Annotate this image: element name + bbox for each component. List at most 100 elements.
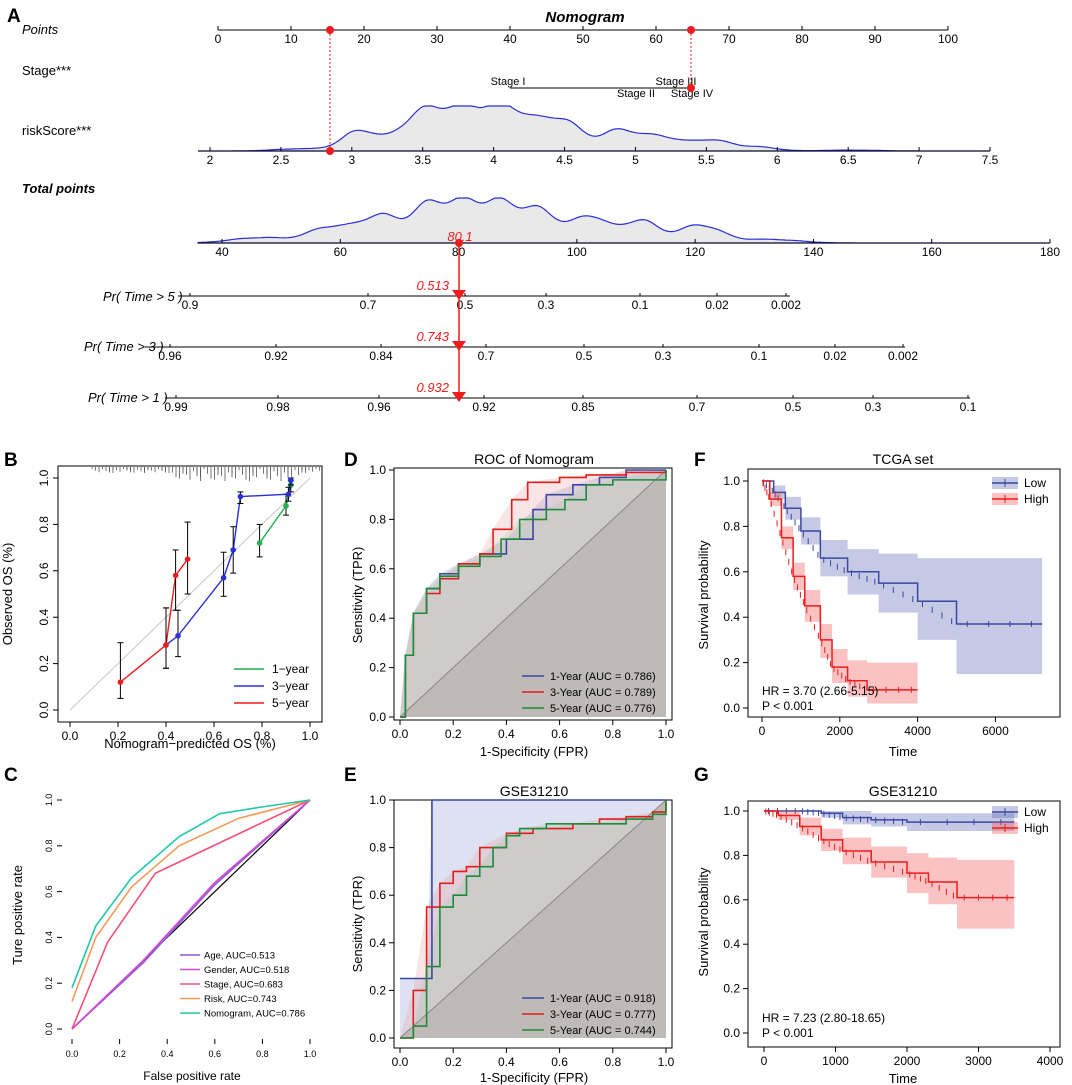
roc-clinical-legend-label: Risk, AUC=0.743 [204, 994, 277, 1005]
roc-clinical-curve [71, 799, 311, 1030]
riskscore-tick-label: 4.5 [556, 153, 573, 167]
points-tick-label: 20 [357, 32, 371, 46]
pr5-ticks: 0.9 0.7 0.5 0.3 0.1 0.02 0.002 [182, 293, 801, 312]
km-tcga-p: P < 0.001 [762, 699, 814, 713]
km-tcga-xtick-label: 2000 [826, 724, 853, 738]
roc-clinical-legend-label: Stage, AUC=0.683 [204, 980, 283, 991]
calibration-rug [91, 467, 320, 481]
calibration-xtick-label: 0.6 [206, 729, 223, 743]
calibration-point [184, 556, 191, 562]
calibration-ytick-label: 0.4 [37, 609, 51, 626]
pr5-tick-label: 0.7 [360, 298, 377, 312]
roc-clinical-ytick-label: 0.2 [44, 977, 54, 990]
stage-label: Stage*** [22, 63, 71, 78]
pr1-tick-label: 0.98 [266, 400, 290, 414]
roc-gse-xlabel: 1-Specificity (FPR) [480, 1070, 588, 1085]
pr5-label: Pr( Time > 5 ) [103, 289, 183, 304]
roc-gse-curves [399, 799, 667, 1039]
roc-nomogram-ytick-label: 0.8 [369, 512, 386, 526]
roc-gse-ytick-label: 0.6 [369, 888, 386, 902]
roc-nomogram-title: ROC of Nomogram [474, 451, 594, 467]
calibration-point [172, 572, 179, 579]
km-tcga-hr: HR = 3.70 (2.66-5.15) [762, 684, 878, 698]
km-gse-legend-label: High [1024, 821, 1049, 835]
roc-nomogram-ylabel: Sensitivity (TPR) [350, 547, 365, 644]
riskscore-label: riskScore*** [22, 123, 91, 138]
roc-clinical-curves [71, 799, 311, 1030]
km-gse-ytick-label: 0.8 [723, 848, 740, 862]
pr1-tick-label: 0.3 [865, 400, 882, 414]
roc-nomogram-legend-label: 3-Year (AUC = 0.789) [550, 687, 656, 699]
points-tick-label: 0 [215, 32, 222, 46]
km-tcga-xtick-label: 6000 [982, 724, 1009, 738]
km-gse-ci-band-low [764, 811, 1015, 834]
km-gse-xtick-label: 0 [761, 1054, 768, 1068]
roc-clinical-xlabel: False positive rate [143, 1069, 241, 1083]
calibration-xlabel: Nomogram−predicted OS (%) [104, 736, 276, 751]
roc-clinical-legend: Age, AUC=0.513 Gender, AUC=0.518 Stage, AU… [180, 951, 305, 1020]
pr1-ticks: 0.99 0.98 0.96 0.92 0.85 0.7 0.5 0.3 0.1 [164, 395, 977, 414]
roc-gse-diagonal [399, 799, 667, 1039]
total-points-density [197, 197, 1050, 244]
pr1-marker [452, 392, 466, 402]
total-points-label: Total points [22, 181, 95, 196]
riskscore-tick-label: 5.5 [698, 153, 715, 167]
km-gse-hr: HR = 7.23 (2.80-18.65) [762, 1011, 885, 1025]
calibration-xtick-label: 0.4 [158, 729, 175, 743]
points-tick-label: 70 [722, 32, 736, 46]
legend-1-year: 1−year [272, 662, 309, 676]
km-gse-ytick-label: 0.6 [723, 893, 740, 907]
roc-clinical-xtick-label: 0.8 [256, 1049, 269, 1059]
points-label: Points [22, 22, 59, 37]
calibration-panel: B 0.0 0.2 0.4 0.6 0.8 1.0 0.0 0.2 0.4 0.6 0.8 1.0 1… [0, 450, 323, 751]
roc-gse-xtick-label: 0.2 [445, 1055, 462, 1069]
km-gse-ytick-label: 0.4 [723, 937, 740, 951]
roc-clinical-xtick-label: 0.0 [66, 1049, 79, 1059]
pr3-value: 0.743 [416, 329, 449, 344]
total-points-value: 80.1 [447, 229, 472, 244]
pr3-tick-label: 0.92 [264, 349, 288, 363]
calibration-axes: 0.0 0.2 0.4 0.6 0.8 1.0 0.0 0.2 0.4 0.6 0.8 1.0 [37, 469, 319, 743]
pr3-marker [452, 341, 466, 351]
pr1-value: 0.932 [416, 380, 449, 395]
roc-clinical-legend-label: Age, AUC=0.513 [204, 951, 275, 962]
roc-clinical-ytick-label: 0.6 [44, 885, 54, 898]
km-tcga-panel: F TCGA set 0 2000 4000 6000 0.0 0.2 0.4 0.6 0.8 1… [694, 450, 1061, 759]
km-tcga-xtick-label: 0 [759, 724, 766, 738]
roc-nomogram-diagonal [399, 469, 667, 718]
roc-gse-xtick-label: 0.4 [498, 1055, 515, 1069]
pr5-tick-label: 0.1 [632, 298, 649, 312]
stage-iii-label: Stage III [656, 76, 697, 88]
km-gse-panel: G GSE31210 0 1000 2000 3000 4000 0.0 0.2 0.4 0.6… [694, 765, 1064, 1085]
roc-clinical-ytick-label: 0.0 [44, 1023, 54, 1036]
panel-label-g: G [694, 765, 709, 786]
pr1-tick-label: 0.5 [785, 400, 802, 414]
total-points-tick-label: 140 [803, 245, 823, 259]
stage-value-dot [687, 84, 695, 92]
roc-nomogram-legend: 1-Year (AUC = 0.786) 3-Year (AUC = 0.789)… [522, 671, 656, 715]
stage-points-dot [687, 26, 695, 34]
total-points-ticks: 406080100120140160180 [215, 239, 1060, 259]
panel-label-d: D [344, 450, 358, 471]
roc-nomogram-xtick-label: 0.6 [551, 727, 568, 741]
calibration-ytick-label: 0.6 [37, 562, 51, 579]
panel-label-e: E [344, 765, 357, 786]
pr3-label: Pr( Time > 3 ) [84, 339, 164, 354]
km-gse-legend: Low High [992, 805, 1049, 835]
calibration-ytick-label: 0.2 [37, 655, 51, 672]
calibration-point [288, 477, 294, 484]
roc-nomogram-ytick-label: 0.2 [369, 661, 386, 675]
km-tcga-curve-low [762, 480, 1043, 625]
km-tcga-ytick-label: 0.6 [723, 565, 740, 579]
km-gse-legend-label: Low [1024, 805, 1046, 819]
km-tcga-curves [762, 479, 1043, 704]
total-points-tick-label: 40 [215, 245, 229, 259]
roc-nomogram-axes: 0.0 0.2 0.4 0.6 0.8 1.0 0.0 0.2 0.4 0.6 0.8 1.0 [369, 463, 674, 741]
roc-clinical-ytick-label: 0.4 [44, 931, 54, 944]
roc-nomogram-legend-label: 1-Year (AUC = 0.786) [550, 671, 656, 683]
km-gse-xtick-label: 4000 [1037, 1054, 1064, 1068]
roc-gse-curve [400, 799, 666, 980]
risk-value-dot [326, 147, 334, 155]
pr3-tick-label: 0.002 [888, 349, 918, 363]
